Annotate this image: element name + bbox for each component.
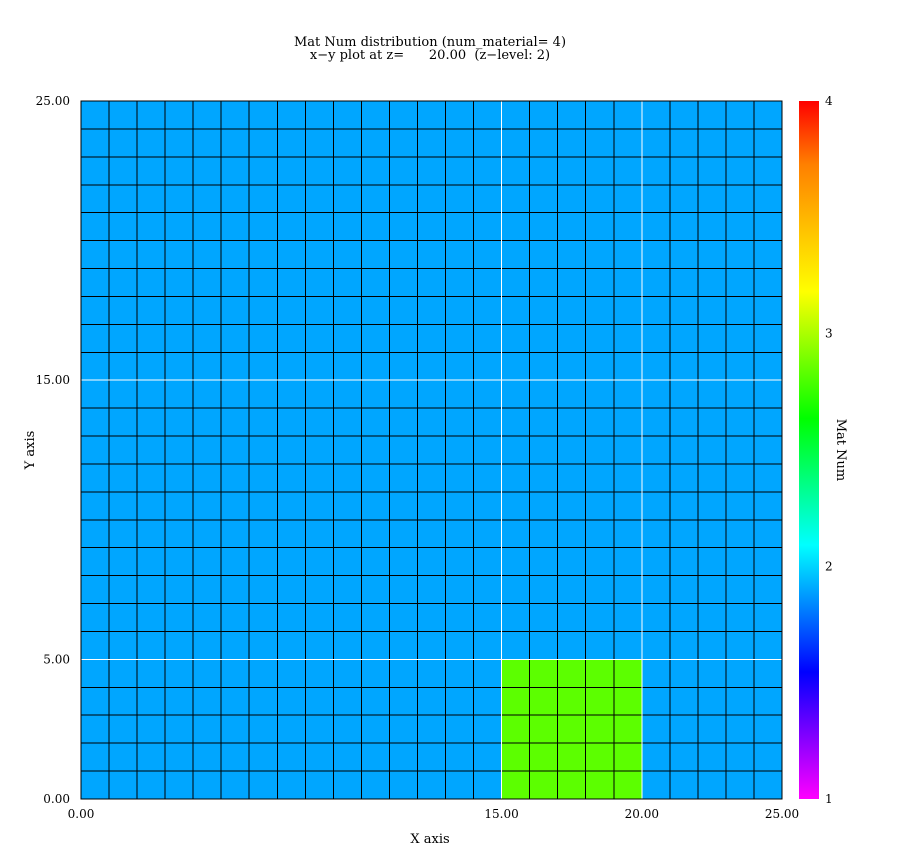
colorbar-tick-label: 1 <box>825 792 833 806</box>
y-tick-label: 0.00 <box>43 792 70 806</box>
colorbar-tick-label: 2 <box>825 559 833 573</box>
boundary-lines <box>81 101 782 799</box>
y-axis-label: Y axis <box>23 431 38 471</box>
colorbar-tick-label: 4 <box>825 94 833 108</box>
y-tick-label: 15.00 <box>36 373 70 387</box>
grid-lines <box>81 101 782 799</box>
chart-title: Mat Num distribution (num_material= 4) <box>294 35 566 50</box>
x-axis-ticks: 0.00 15.00 20.00 25.00 <box>68 807 800 821</box>
region-background <box>81 101 782 799</box>
colorbar <box>799 101 819 799</box>
x-tick-label: 15.00 <box>484 807 518 821</box>
plot-frame <box>80 100 783 800</box>
plot-area <box>81 101 782 799</box>
x-tick-label: 25.00 <box>765 807 799 821</box>
chart-subtitle: x−y plot at z= 20.00 (z−level: 2) <box>310 48 550 63</box>
y-tick-label: 5.00 <box>43 652 70 666</box>
x-tick-label: 20.00 <box>625 807 659 821</box>
x-tick-label: 0.00 <box>68 807 95 821</box>
colorbar-label: Mat Num <box>833 419 848 482</box>
colorbar-tick-label: 3 <box>825 327 833 341</box>
y-tick-label: 25.00 <box>36 94 70 108</box>
y-axis-ticks: 0.00 5.00 15.00 25.00 <box>36 94 70 806</box>
region-material-3 <box>501 659 642 799</box>
x-axis-label: X axis <box>410 832 449 847</box>
colorbar-ticks: 1 2 3 4 <box>825 94 833 806</box>
